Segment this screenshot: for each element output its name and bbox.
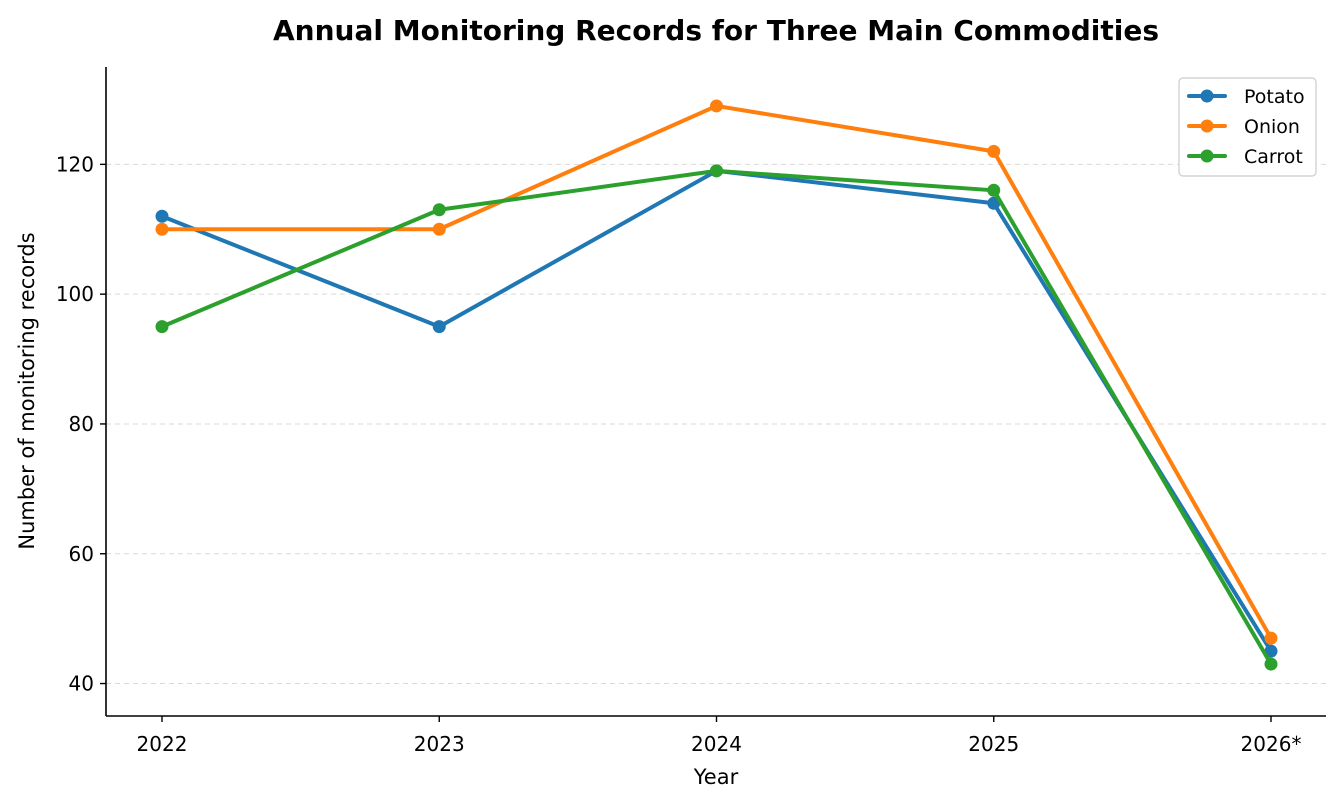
legend-box	[1178, 77, 1317, 177]
x-ticks: 2022 2023 2024 2025 2026*	[137, 716, 1302, 756]
series-onion	[155, 99, 1278, 645]
y-tick-label: 40	[69, 672, 94, 696]
y-tick-label: 100	[56, 282, 94, 306]
y-axis-label: Number of monitoring records	[15, 232, 39, 549]
y-ticks: 40 60 80 100 120	[56, 152, 106, 696]
legend-item-carrot: Carrot	[1187, 146, 1303, 168]
legend-label: Onion	[1244, 116, 1300, 138]
grid	[106, 163, 1326, 685]
data-point-potato	[432, 320, 446, 334]
data-point-potato	[987, 196, 1001, 210]
data-point-carrot	[710, 164, 723, 178]
legend-marker	[1200, 149, 1214, 163]
data-point-onion	[987, 144, 1001, 158]
data-point-onion	[1264, 631, 1278, 645]
series-potato	[155, 164, 1278, 658]
data-point-onion	[710, 99, 723, 113]
legend-label: Potato	[1244, 86, 1305, 108]
series	[155, 99, 1278, 671]
data-point-carrot	[1264, 657, 1278, 671]
legend-item-onion: Onion	[1187, 116, 1300, 138]
chart-title: Annual Monitoring Records for Three Main…	[273, 14, 1159, 47]
data-point-onion	[155, 222, 169, 236]
legend-marker	[1200, 89, 1214, 103]
series-line-potato	[160, 168, 1273, 654]
x-tick-label: 2025	[968, 732, 1019, 756]
legend-item-potato: Potato	[1187, 86, 1305, 108]
data-point-carrot	[987, 183, 1001, 197]
y-tick-label: 120	[56, 152, 94, 176]
x-tick-label: 2023	[414, 732, 465, 756]
y-tick-label: 60	[69, 542, 94, 566]
x-tick-label: 2022	[137, 732, 188, 756]
x-axis-label: Year	[693, 765, 739, 789]
legend-marker	[1200, 119, 1214, 133]
y-tick-label: 80	[69, 412, 94, 436]
data-point-potato	[155, 209, 169, 223]
series-line-carrot	[160, 168, 1273, 667]
series-line-onion	[160, 103, 1273, 641]
data-point-carrot	[432, 203, 446, 217]
series-carrot	[155, 164, 1278, 671]
legend-label: Carrot	[1244, 146, 1303, 168]
data-point-potato	[1264, 644, 1278, 658]
x-tick-label: 2024	[691, 732, 742, 756]
legend: Potato Onion Carrot	[1178, 77, 1317, 177]
x-tick-label: 2026*	[1241, 732, 1302, 756]
data-point-carrot	[155, 320, 169, 334]
data-point-onion	[432, 222, 446, 236]
